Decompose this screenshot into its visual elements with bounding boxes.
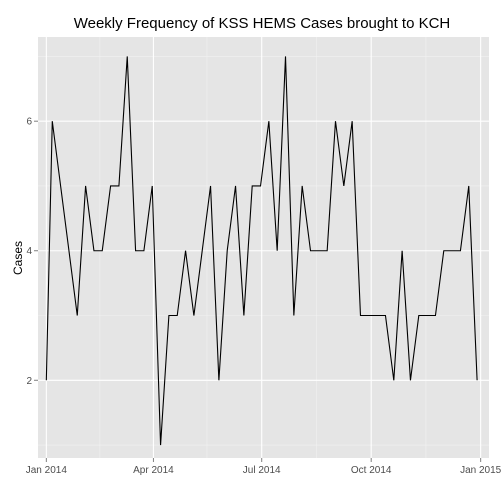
y-axis-title: Cases	[11, 241, 25, 275]
x-tick-label: Jan 2014	[26, 465, 68, 476]
x-axis: Jan 2014 Apr 2014 Jul 2014 Oct 2014 Jan 2015	[26, 458, 502, 476]
y-tick-label: 2	[26, 376, 32, 387]
chart-title: Weekly Frequency of KSS HEMS Cases broug…	[74, 15, 451, 32]
series-line	[45, 56, 478, 446]
major-gridlines	[38, 37, 489, 458]
data-series	[45, 56, 478, 446]
x-tick-label: Jul 2014	[243, 465, 281, 476]
x-tick-label: Jan 2015	[460, 465, 502, 476]
y-axis: 2 4 6	[26, 117, 38, 387]
x-tick-label: Oct 2014	[351, 465, 392, 476]
x-tick-label: Apr 2014	[133, 465, 174, 476]
y-tick-label: 6	[26, 117, 32, 128]
plot-panel	[38, 37, 489, 458]
y-tick-label: 4	[26, 246, 32, 257]
